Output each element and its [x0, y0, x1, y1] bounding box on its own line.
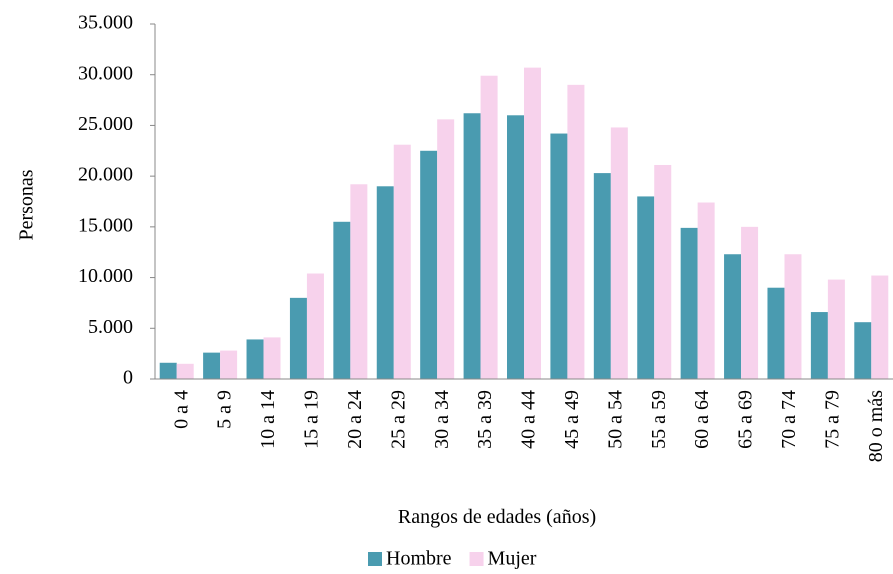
y-tick-label: 20.000: [78, 164, 133, 186]
bar: [637, 196, 655, 379]
x-tick-label: 25 a 29: [387, 390, 409, 449]
x-tick-label: 15 a 19: [301, 390, 323, 449]
bar: [741, 226, 759, 379]
x-tick-label: 75 a 79: [821, 390, 843, 449]
legend-swatch: [368, 552, 382, 566]
x-tick-label: 40 a 44: [518, 390, 540, 449]
bar: [246, 339, 264, 379]
bar: [784, 254, 802, 379]
x-tick-label: 10 a 14: [257, 390, 279, 449]
bar: [724, 254, 742, 379]
bar: [350, 184, 368, 379]
bar: [376, 186, 394, 379]
bar: [610, 127, 628, 379]
bar: [289, 297, 307, 379]
x-tick-label: 0 a 4: [170, 390, 192, 429]
bar: [159, 362, 177, 379]
bar: [854, 322, 872, 379]
legend-swatch: [469, 552, 484, 566]
x-tick-label: 60 a 64: [691, 390, 713, 449]
bar: [567, 84, 585, 379]
x-tick-label: 45 a 49: [561, 390, 583, 449]
bar: [697, 202, 715, 379]
bar: [263, 337, 281, 379]
y-tick-label: 10.000: [78, 265, 133, 287]
bar: [550, 133, 568, 379]
y-axis-label: Personas: [16, 169, 38, 240]
bar: [827, 279, 845, 379]
x-tick-label: 50 a 54: [604, 390, 626, 449]
x-axis-label: Rangos de edades (años): [398, 506, 596, 528]
bar: [593, 173, 611, 379]
y-tick-label: 15.000: [78, 214, 133, 236]
bar: [810, 312, 828, 379]
x-tick-label: 55 a 59: [648, 390, 670, 449]
bar: [220, 350, 238, 379]
bar: [680, 227, 698, 379]
bar: [203, 352, 221, 379]
x-tick-label: 80 o más: [865, 390, 887, 462]
bar: [393, 144, 411, 379]
x-tick-label: 20 a 24: [344, 390, 366, 449]
legend-label: Hombre: [386, 548, 452, 570]
bar: [507, 115, 524, 380]
bar: [767, 287, 785, 379]
y-tick-label: 0: [123, 367, 133, 389]
x-tick-label: 70 a 74: [778, 390, 800, 449]
bar: [463, 113, 481, 379]
y-tick-label: 5.000: [88, 316, 133, 338]
x-tick-label: 35 a 39: [474, 390, 496, 449]
legend-label: Mujer: [488, 548, 537, 570]
bar: [176, 363, 194, 379]
x-tick-label: 30 a 34: [431, 390, 453, 449]
bar: [871, 275, 889, 379]
bar: [420, 150, 438, 379]
x-tick-label: 5 a 9: [214, 390, 236, 429]
bar: [333, 221, 351, 379]
y-tick-label: 35.000: [78, 12, 133, 34]
bar: [524, 67, 541, 379]
bar: [480, 75, 498, 379]
bar: [654, 164, 672, 379]
bar: [437, 119, 455, 379]
bar: [306, 273, 324, 379]
y-tick-label: 30.000: [78, 62, 133, 84]
x-tick-label: 65 a 69: [735, 390, 757, 449]
y-tick-label: 25.000: [78, 113, 133, 135]
